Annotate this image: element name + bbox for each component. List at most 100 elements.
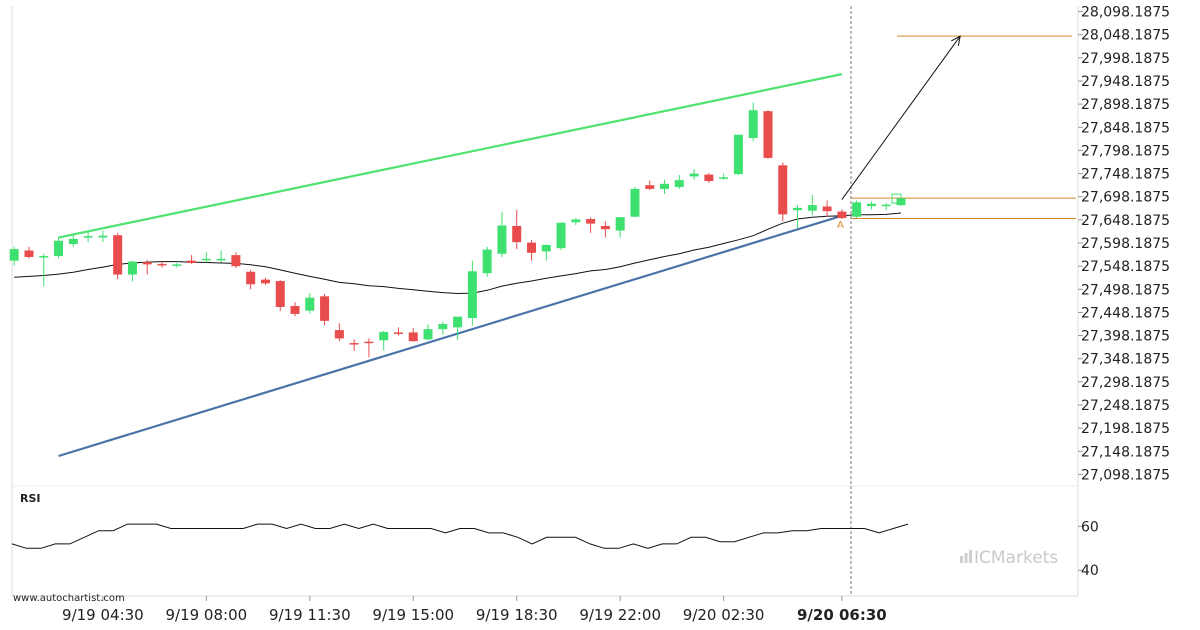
candle-body <box>83 236 93 238</box>
candle-body <box>645 185 655 189</box>
candle-down <box>763 110 773 159</box>
candle-body <box>600 225 610 230</box>
candle-body <box>349 343 359 345</box>
candle-body <box>216 258 226 261</box>
forecast-layer: A <box>837 35 961 231</box>
candle-up <box>733 134 743 176</box>
price-tick-label: 27,748.1875 <box>1081 167 1170 183</box>
candle-body <box>68 238 78 245</box>
price-tick-label: 27,098.1875 <box>1081 467 1170 483</box>
forecast-marker <box>891 193 902 204</box>
candle-body <box>260 279 270 284</box>
candle-body <box>9 249 19 261</box>
candle-body <box>881 204 891 207</box>
candle-body <box>793 207 803 211</box>
price-tick-label: 27,498.1875 <box>1081 282 1170 298</box>
candle-body <box>423 329 433 340</box>
candle-body <box>98 235 108 238</box>
price-tick-label: 27,998.1875 <box>1081 51 1170 67</box>
candle-body <box>172 264 182 266</box>
candle-body <box>866 203 876 207</box>
price-tick-label: 27,598.1875 <box>1081 236 1170 252</box>
price-tick-label: 27,798.1875 <box>1081 143 1170 159</box>
candle-up <box>39 253 49 287</box>
candle-down <box>246 269 256 290</box>
candle-body <box>187 260 197 263</box>
time-tick-label: 9/19 15:00 <box>372 606 454 624</box>
brand-bar-3 <box>969 550 972 563</box>
candle-up <box>630 186 640 218</box>
candle-up <box>305 293 315 314</box>
candle-up <box>9 246 19 266</box>
resistance-trendline <box>58 73 843 239</box>
price-tick-label: 28,048.1875 <box>1081 28 1170 44</box>
candle-down <box>24 246 34 259</box>
candle-up <box>201 252 211 263</box>
price-tick-label: 28,098.1875 <box>1081 5 1170 21</box>
candle-down <box>260 277 270 285</box>
price-tick-label: 27,398.1875 <box>1081 329 1170 345</box>
candle-up <box>807 194 817 216</box>
candle-body <box>453 316 463 328</box>
candle-body <box>748 110 758 139</box>
candle-body <box>438 324 448 330</box>
candle-up <box>54 237 64 259</box>
candle-body <box>305 297 315 311</box>
price-tick-label: 27,348.1875 <box>1081 352 1170 368</box>
candle-down <box>142 259 152 275</box>
candle-body <box>822 206 832 212</box>
watermark-text: www.autochartist.com <box>13 593 125 604</box>
candle-down <box>822 200 832 217</box>
candle-body <box>778 165 788 215</box>
candle-down <box>290 302 300 317</box>
candle-body <box>290 306 300 314</box>
candle-body <box>807 205 817 211</box>
candle-up <box>438 321 448 335</box>
candle-up <box>423 324 433 341</box>
forecast-arrow-head <box>951 35 961 47</box>
price-tick-label: 27,548.1875 <box>1081 259 1170 275</box>
candle-body <box>556 222 566 249</box>
candle-body <box>527 242 536 253</box>
candle-body <box>497 225 507 254</box>
candle-down <box>527 239 536 261</box>
candle-up <box>497 212 507 257</box>
support-trendline <box>58 214 843 458</box>
forecast-arrow-line <box>841 35 961 200</box>
candle-down <box>600 221 610 238</box>
candle-body <box>408 332 418 342</box>
price-tick-label: 27,298.1875 <box>1081 375 1170 391</box>
candle-up <box>866 201 876 210</box>
candle-up <box>83 230 93 243</box>
price-tick-label: 27,448.1875 <box>1081 305 1170 321</box>
candle-down <box>586 217 596 233</box>
candle-down <box>320 293 330 326</box>
candle-down <box>778 162 788 222</box>
brand-bar-1 <box>960 556 963 563</box>
candle-down <box>645 180 655 191</box>
candle-up <box>615 217 625 238</box>
candle-body <box>704 174 714 182</box>
candle-body <box>231 255 241 267</box>
candle-up <box>172 262 182 268</box>
candle-up <box>660 179 670 195</box>
point-a-label: A <box>837 220 844 231</box>
price-tick-label: 27,648.1875 <box>1081 213 1170 229</box>
candle-up <box>467 260 477 326</box>
candle-up <box>127 260 137 282</box>
candle-body <box>763 111 773 158</box>
candle-up <box>68 235 78 247</box>
rsi-tick-label: 60 <box>1081 519 1099 535</box>
candle-up <box>748 102 758 142</box>
time-tick-label: 9/19 08:00 <box>165 606 247 624</box>
rsi-tick-label: 40 <box>1081 563 1099 579</box>
candle-up <box>793 205 803 229</box>
candle-body <box>852 202 862 217</box>
price-tick-label: 27,848.1875 <box>1081 120 1170 136</box>
price-tick-label: 27,948.1875 <box>1081 74 1170 90</box>
candles-layer <box>9 102 906 357</box>
rsi-panel: RSI 60 40 <box>11 492 1099 579</box>
